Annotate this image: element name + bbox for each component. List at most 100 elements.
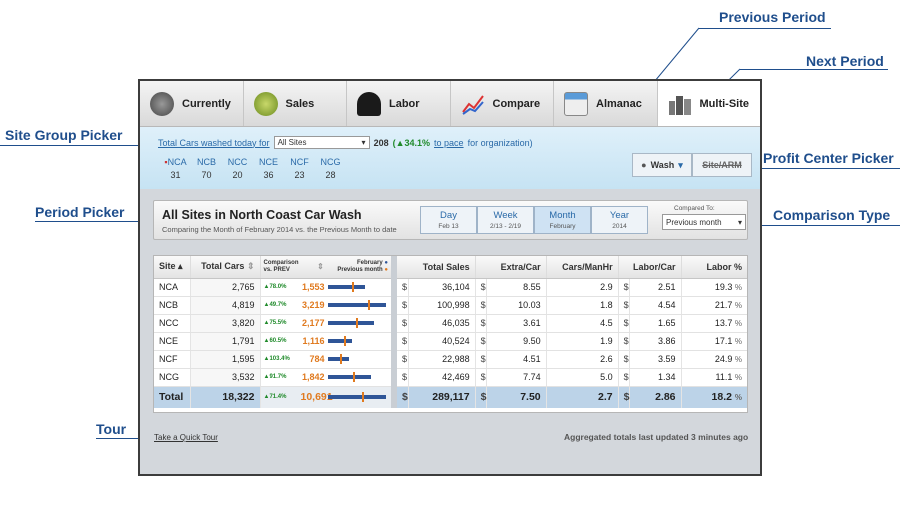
cars-manhr-cell: 2.7 [545,386,619,408]
callout-underline [96,438,154,439]
callout-period-picker: Period Picker [35,204,125,220]
tab-label: Labor [389,97,420,110]
total-cars-cell: 1,791 [189,332,260,351]
tab-multi-site[interactable]: Multi-Site [657,81,760,126]
pace-link[interactable]: to pace [434,137,464,148]
table-row[interactable]: NCG 3,532 ▲91.7% 1,842 $42,469 $7.74 5.0 $1.34 1… [154,368,747,387]
callout-site-group-picker: Site Group Picker [5,127,123,143]
change-pct: ▲71.4% [263,394,287,401]
table-row[interactable]: NCB 4,819 ▲49.7% 3,219 $100,998 $10.03 1.8 $4.5… [154,296,747,315]
previous-value: 1,116 [302,336,325,346]
summary-total: 208 [373,137,389,148]
callout-underline [0,145,160,146]
change-pct: ▲91.7% [263,374,287,380]
tab-currently[interactable]: Currently [140,81,244,126]
cars-manhr-cell: 2.9 [545,278,619,297]
labor-car-cell: 3.86 [629,332,681,351]
period-day-button[interactable]: Day Feb 13 [420,206,477,234]
col-header-site[interactable]: Site ▴ [154,256,190,279]
labor-pct-cell: 19.3 % [680,278,747,297]
currency-symbol: $ [617,332,630,351]
labor-car-cell: 2.51 [629,278,681,297]
col-header-labor-pct[interactable]: Labor % [680,256,747,279]
top-nav: Currently Sales Labor Compare Almanac Mu… [140,81,760,127]
current-bar [327,357,350,361]
col-header-comparison[interactable]: Comparison vs. PREV ⇕ February ● Previou… [259,256,394,279]
table-row[interactable]: NCC 3,820 ▲75.5% 2,177 $46,035 $3.61 4.5 $1.65 1… [154,314,747,333]
extra-car-cell: 8.55 [486,278,547,297]
col-header-cars-manhr[interactable]: Cars/ManHr [545,256,619,279]
site-total-item[interactable]: ▪NCA 31 [164,157,187,180]
total-sales-cell: 289,117 [407,386,476,408]
previous-marker [351,282,354,292]
summary-line: Total Cars washed today for All Sites ▾ … [158,136,533,149]
chevron-down-icon: ▾ [361,138,366,147]
last-updated-text: Aggregated totals last updated 3 minutes… [564,432,749,442]
table-row[interactable]: NCA 2,765 ▲78.0% 1,553 $36,104 $8.55 2.9 $2.51 1… [154,278,747,297]
table-row[interactable]: NCF 1,595 ▲103.4% 784 $22,988 $4.51 2.6 $3.59 24… [154,350,747,369]
site-group-value: All Sites [277,138,307,147]
site-total-item[interactable]: NCE 36 [258,157,278,180]
callout-tour: Tour [96,421,127,437]
site-group-select[interactable]: All Sites ▾ [273,136,370,149]
previous-value: 10,691 [300,391,333,404]
col-header-total-sales[interactable]: Total Sales [390,256,476,279]
profit-center-picker: ● Wash ▾ Site/ARM [632,153,752,177]
labor-car-cell: 1.34 [629,368,681,387]
sites-table: Site ▴ Total Cars ⇕ Comparison vs. PREV … [153,255,748,413]
callout-underline [745,225,900,226]
comparison-bar [327,336,388,346]
labor-pct-cell: 13.7 % [680,314,747,333]
total-cars-cell: 2,765 [189,278,260,297]
labor-pct-cell: 11.1 % [680,368,747,387]
currency-symbol: $ [474,278,487,297]
currency-symbol: $ [474,386,487,408]
callout-underline [740,69,888,70]
previous-marker [368,300,371,310]
site-arm-button[interactable]: Site/ARM [692,153,752,177]
site-cell: NCA [154,278,190,297]
speedometer-icon [150,91,174,116]
comparison-type-select[interactable]: Previous month ▾ [662,214,746,230]
comparison-cell: ▲49.7% 3,219 [259,296,394,315]
labor-pct-cell: 17.1 % [680,332,747,351]
currency-symbol: $ [390,368,409,387]
currency-symbol: $ [474,332,487,351]
current-bar [327,285,365,289]
labor-car-cell: 2.86 [629,386,681,408]
current-bar [327,303,386,307]
tab-almanac[interactable]: Almanac [554,81,658,126]
site-total-item[interactable]: NCG 28 [320,157,341,180]
total-sales-cell: 40,524 [407,332,476,351]
labor-car-cell: 1.65 [629,314,681,333]
site-totals: ▪NCA 31 NCB 70 NCC 20 NCE 36 NCF 23 NCG 28 [160,157,346,180]
table-row[interactable]: NCE 1,791 ▲60.5% 1,116 $40,524 $9.50 1.9 $3.86 1… [154,332,747,351]
currency-symbol: $ [617,278,630,297]
labor-car-cell: 3.59 [629,350,681,369]
period-month-button[interactable]: Month February [534,206,591,234]
period-week-button[interactable]: Week 2/13 - 2/19 [477,206,534,234]
comparison-cell: ▲75.5% 2,177 [259,314,394,333]
previous-value: 1,553 [301,282,325,292]
site-total-item[interactable]: NCB 70 [196,157,216,180]
total-sales-cell: 100,998 [407,296,476,315]
col-header-labor-car[interactable]: Labor/Car [617,256,681,279]
currency-symbol: $ [390,314,409,333]
col-header-extra-car[interactable]: Extra/Car [474,256,547,279]
currency-symbol: $ [617,350,630,369]
site-total-item[interactable]: NCF 23 [290,157,309,180]
previous-value: 3,219 [301,300,325,310]
col-header-total-cars[interactable]: Total Cars ⇕ [189,256,260,279]
page-subtitle: Comparing the Month of February 2014 vs.… [162,225,397,234]
wash-profit-center-button[interactable]: ● Wash ▾ [632,153,692,177]
money-bag-icon [253,91,278,116]
table-total-row[interactable]: Total 18,322 ▲71.4% 10,691 $289,117 $7.50 2.7 $… [154,386,747,408]
period-year-button[interactable]: Year 2014 [591,206,648,234]
sort-icon: ▴ [178,261,183,272]
labor-car-cell: 4.54 [629,296,681,315]
site-total-item[interactable]: NCC 20 [227,157,248,180]
quick-tour-link[interactable]: Take a Quick Tour [154,433,218,442]
tab-sales[interactable]: Sales [244,81,347,126]
tab-compare[interactable]: Compare [451,81,554,126]
tab-labor[interactable]: Labor [347,81,451,126]
